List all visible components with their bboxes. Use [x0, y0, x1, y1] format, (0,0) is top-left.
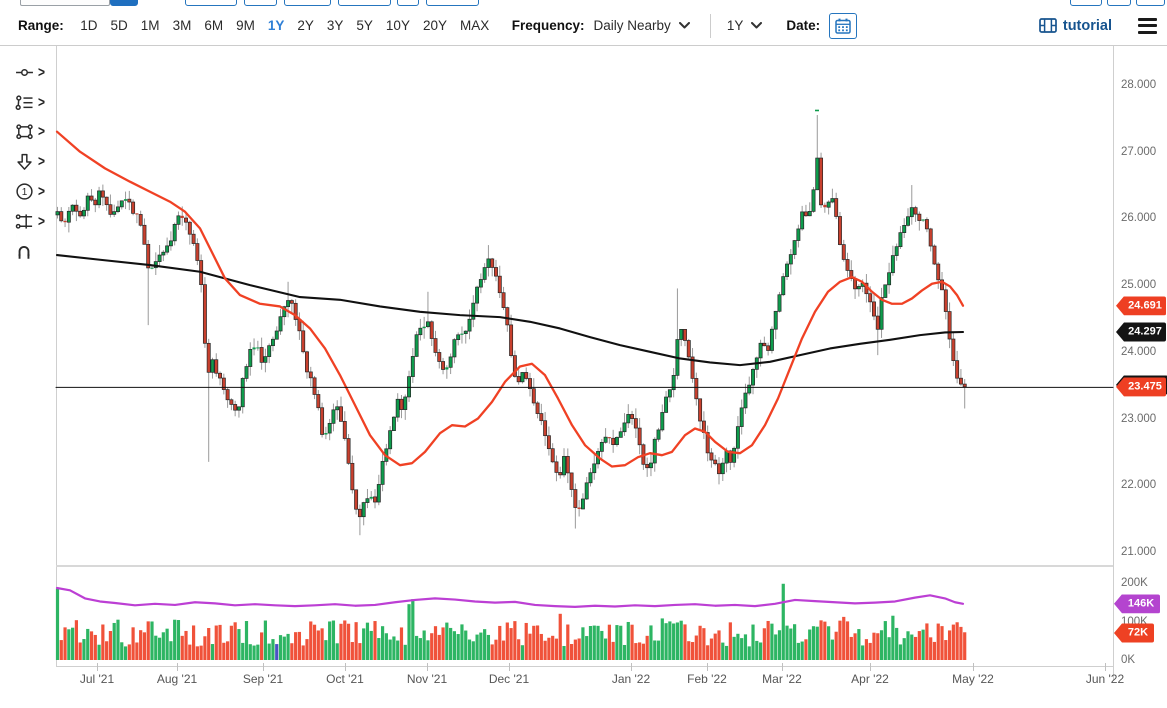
- price-chart-canvas[interactable]: [0, 46, 1167, 708]
- chevron-right-icon: >: [38, 212, 46, 230]
- svg-text:1: 1: [21, 187, 27, 198]
- range-option-3m[interactable]: 3M: [172, 18, 192, 33]
- partial-button[interactable]: [338, 0, 391, 6]
- tutorial-link[interactable]: tutorial: [1039, 18, 1112, 34]
- arrow-tool[interactable]: >: [0, 148, 52, 174]
- date-label: Date:: [786, 18, 821, 33]
- partial-button[interactable]: [397, 0, 419, 6]
- chevron-right-icon: >: [38, 122, 46, 140]
- circled-one-icon: 1: [14, 181, 34, 201]
- arrow-down-icon: [14, 151, 34, 171]
- partial-button[interactable]: [426, 0, 479, 6]
- range-option-20y[interactable]: 20Y: [422, 18, 447, 33]
- range-option-1m[interactable]: 1M: [140, 18, 160, 33]
- range-label: Range:: [18, 18, 64, 33]
- range-option-max[interactable]: MAX: [459, 18, 490, 33]
- frequency-dropdown[interactable]: Daily Nearby: [594, 18, 690, 33]
- film-icon: [1039, 18, 1057, 33]
- calendar-icon: [835, 18, 851, 34]
- cropped-toolbar-strip: [0, 0, 1167, 6]
- trendline-icon: [14, 62, 34, 82]
- range-options: 1D 5D 1M 3M 6M 9M 1Y 2Y 3Y 5Y 10Y 20Y MAX: [74, 15, 496, 36]
- annotation-icon: [14, 92, 34, 112]
- number-tool[interactable]: 1 >: [0, 178, 52, 204]
- partial-button[interactable]: [1070, 0, 1102, 6]
- magnet-icon: [14, 241, 34, 261]
- toolbar-divider: [709, 13, 711, 38]
- magnet-tool[interactable]: [0, 238, 52, 264]
- chevron-right-icon: >: [38, 63, 46, 81]
- range-option-2y[interactable]: 2Y: [297, 18, 314, 33]
- range-option-5d[interactable]: 5D: [110, 18, 128, 33]
- annotation-tool[interactable]: >: [0, 89, 52, 115]
- date-picker-button[interactable]: [829, 12, 858, 39]
- range-option-5y[interactable]: 5Y: [356, 18, 373, 33]
- partial-button[interactable]: [1107, 0, 1131, 6]
- frequency-value: Daily Nearby: [593, 18, 671, 33]
- shape-icon: [14, 121, 34, 141]
- chart-toolbar: Range: 1D 5D 1M 3M 6M 9M 1Y 2Y 3Y 5Y 10Y 20Y MAX Fre…: [0, 6, 1167, 46]
- period-dropdown[interactable]: 1Y: [727, 18, 763, 33]
- frequency-label: Frequency:: [511, 18, 585, 33]
- menu-icon[interactable]: [1138, 16, 1157, 36]
- partial-button[interactable]: [1136, 0, 1165, 6]
- range-option-9m[interactable]: 9M: [236, 18, 255, 33]
- chevron-right-icon: >: [38, 152, 46, 170]
- chevron-down-icon: [678, 22, 690, 29]
- partial-button[interactable]: [284, 0, 331, 6]
- toolbar-right: tutorial: [1039, 16, 1167, 36]
- chevron-right-icon: >: [38, 182, 46, 200]
- drawing-tools-sidebar: > > >: [0, 46, 55, 666]
- range-option-10y[interactable]: 10Y: [385, 18, 410, 33]
- period-value: 1Y: [726, 18, 744, 33]
- range-option-1y[interactable]: 1Y: [267, 18, 285, 33]
- trendline-tool[interactable]: >: [0, 59, 52, 85]
- range-option-3y[interactable]: 3Y: [326, 18, 344, 33]
- partial-button[interactable]: [185, 0, 237, 6]
- chevron-right-icon: >: [38, 93, 46, 111]
- shape-tool[interactable]: >: [0, 118, 52, 144]
- chevron-down-icon: [751, 22, 763, 29]
- tutorial-label: tutorial: [1062, 17, 1112, 34]
- measure-tool[interactable]: >: [0, 208, 52, 234]
- partial-button[interactable]: [244, 0, 277, 6]
- range-option-6m[interactable]: 6M: [204, 18, 224, 33]
- partial-button[interactable]: [110, 0, 138, 6]
- range-option-1d[interactable]: 1D: [80, 18, 98, 33]
- measure-icon: [14, 211, 34, 231]
- symbol-input-partial[interactable]: [20, 0, 110, 6]
